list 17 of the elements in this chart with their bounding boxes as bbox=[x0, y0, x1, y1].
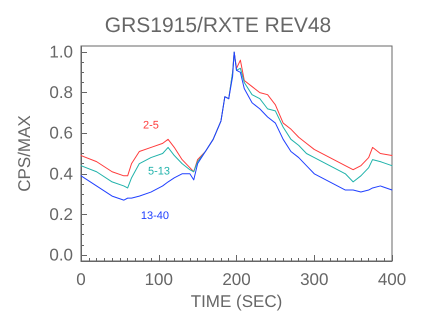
series-label: 13-40 bbox=[140, 210, 170, 222]
y-tick-label: 0.2 bbox=[49, 204, 73, 224]
y-tick-label: 0.6 bbox=[49, 124, 73, 143]
x-axis-title: TIME (SEC) bbox=[190, 292, 282, 311]
x-tick-label: 200 bbox=[222, 270, 251, 289]
y-tick-label: 1.0 bbox=[49, 42, 73, 62]
y-tick-label: 0.0 bbox=[49, 245, 73, 264]
y-axis-title: CPS/MAX bbox=[15, 115, 34, 192]
series-label: 2-5 bbox=[143, 119, 159, 132]
y-tick-label: 0.8 bbox=[49, 83, 73, 102]
chart-title: GRS1915/RXTE REV48 bbox=[104, 14, 332, 37]
x-tick-label: 100 bbox=[144, 270, 173, 289]
x-tick-label: 400 bbox=[378, 270, 406, 289]
y-tick-label: 0.4 bbox=[49, 164, 73, 184]
x-tick-label: 300 bbox=[300, 270, 328, 289]
series-label: 5-13 bbox=[148, 166, 170, 178]
x-tick-label: 0 bbox=[76, 270, 86, 289]
